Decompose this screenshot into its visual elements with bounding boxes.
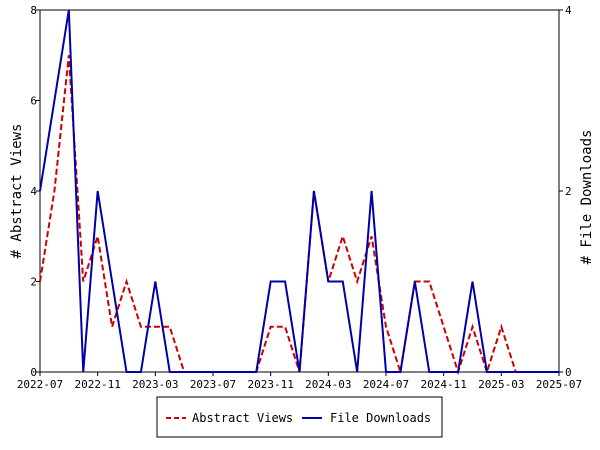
- legend-box: [156, 396, 443, 438]
- x-tick-label: 2024-07: [363, 378, 409, 391]
- left-y-axis: 0 2 4 6 8: [30, 4, 40, 379]
- x-tick-label: 2022-07: [17, 378, 63, 391]
- x-tick-label: 2024-11: [420, 378, 466, 391]
- left-y-tick-label: 8: [30, 4, 37, 17]
- x-tick-label: 2025-03: [478, 378, 524, 391]
- left-y-tick-label: 4: [30, 185, 37, 198]
- x-tick-label: 2023-03: [132, 378, 178, 391]
- x-tick-label: 2023-07: [190, 378, 236, 391]
- x-tick-label: 2023-11: [247, 378, 293, 391]
- right-axis-title: # File Downloads: [579, 130, 595, 265]
- right-y-tick-label: 4: [565, 4, 572, 17]
- x-axis: 2022-07 2022-11 2023-03 2023-07 2023-11 2024-…: [17, 372, 582, 391]
- left-y-tick-label: 6: [30, 95, 37, 108]
- x-tick-label: 2025-07: [536, 378, 582, 391]
- right-y-tick-label: 2: [565, 185, 572, 198]
- legend: Abstract Views File Downloads: [156, 396, 443, 438]
- x-tick-label: 2024-03: [305, 378, 351, 391]
- plot-area: [39, 9, 560, 373]
- right-y-axis: 0 2 4: [559, 4, 572, 379]
- left-axis-title: # Abstract Views: [9, 124, 25, 259]
- series-line-file-downloads: [39, 9, 559, 373]
- legend-label-abstract-views: Abstract Views: [192, 411, 293, 425]
- right-y-tick-label: 0: [565, 366, 572, 379]
- x-tick-label: 2022-11: [74, 378, 120, 391]
- series-layer: [39, 9, 559, 376]
- left-y-tick-label: 2: [30, 276, 37, 289]
- left-y-tick-label: 0: [30, 366, 37, 379]
- legend-label-file-downloads: File Downloads: [330, 411, 431, 425]
